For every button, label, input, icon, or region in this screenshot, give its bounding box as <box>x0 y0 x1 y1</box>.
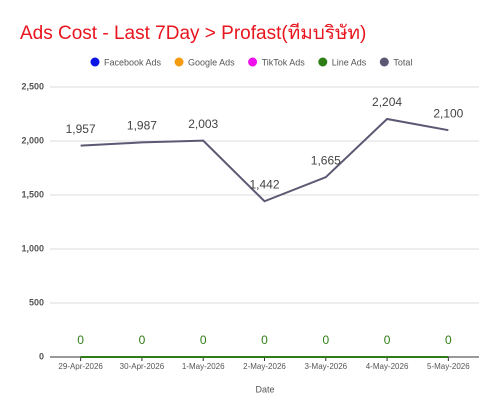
data-label: 1,957 <box>66 122 96 136</box>
x-tick-label: 2-May-2026 <box>243 362 286 371</box>
data-label: 0 <box>139 333 146 347</box>
chart-title: Ads Cost - Last 7Day > Profast(ทีมบริษัท… <box>20 22 366 44</box>
x-axis-title: Date <box>255 384 274 394</box>
y-tick-label: 500 <box>29 297 44 307</box>
data-label: 1,987 <box>127 119 157 133</box>
y-tick-label: 1,500 <box>21 189 44 199</box>
legend-label: Facebook Ads <box>104 57 162 67</box>
legend-label: Line Ads <box>332 57 367 67</box>
legend-label: Google Ads <box>188 57 235 67</box>
data-label: 1,442 <box>249 177 279 191</box>
x-tick-label: 29-Apr-2026 <box>58 362 103 371</box>
data-label: 2,003 <box>188 117 218 131</box>
legend-label: Total <box>393 57 412 67</box>
data-label: 0 <box>322 333 329 347</box>
y-tick-label: 2,000 <box>21 135 44 145</box>
legend-marker <box>248 57 258 67</box>
y-tick-label: 0 <box>39 351 44 361</box>
data-label: 0 <box>445 333 452 347</box>
x-tick-label: 1-May-2026 <box>182 362 225 371</box>
data-label: 2,100 <box>433 106 463 120</box>
y-tick-label: 1,000 <box>21 243 44 253</box>
legend-marker <box>174 57 184 67</box>
legend-label: TikTok Ads <box>262 57 306 67</box>
x-tick-label: 5-May-2026 <box>427 362 470 371</box>
data-label: 0 <box>200 333 207 347</box>
data-label: 0 <box>384 333 391 347</box>
x-tick-label: 30-Apr-2026 <box>120 362 165 371</box>
data-label: 0 <box>77 333 84 347</box>
legend-marker <box>90 57 100 67</box>
series-line <box>80 117 449 203</box>
x-tick-label: 4-May-2026 <box>366 362 409 371</box>
data-label: 0 <box>261 333 268 347</box>
legend-marker <box>318 57 328 67</box>
x-tick-label: 3-May-2026 <box>304 362 347 371</box>
data-label: 2,204 <box>372 95 402 109</box>
data-label: 1,665 <box>311 153 341 167</box>
legend-marker <box>379 57 389 67</box>
y-tick-label: 2,500 <box>21 81 44 91</box>
